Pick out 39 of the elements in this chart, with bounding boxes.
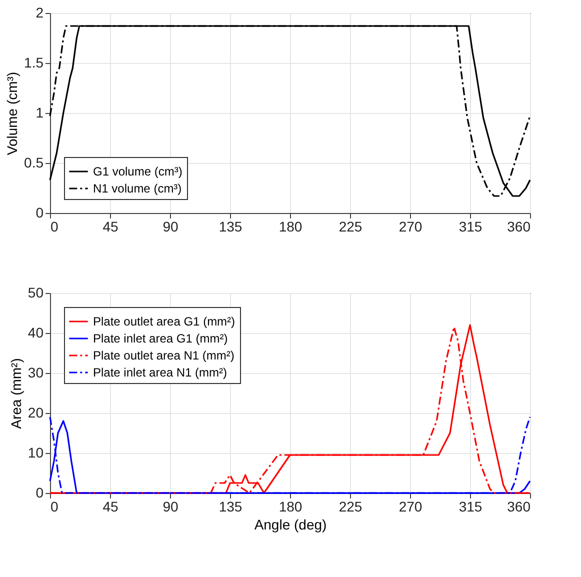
x-tick-label: 90 [162,218,178,234]
x-axis-title: Angle (deg) [254,516,327,532]
x-tick-label: 270 [398,218,422,234]
legend-label: N1 volume (cm³) [93,182,182,196]
legend-label: Plate inlet area N1 (mm²) [93,366,228,380]
y-axis-title: Volume (cm³) [4,72,20,156]
line-series [49,25,531,197]
x-tick-label: 315 [458,498,482,514]
x-tick-label: 360 [507,498,531,514]
legend-label: Plate inlet area G1 (mm²) [93,332,228,346]
y-tick-label: 2 [36,4,44,20]
x-tick-label: 135 [218,498,242,514]
x-tick-label: 135 [218,218,242,234]
y-tick-label: 0 [36,204,44,220]
x-tick-label: 315 [458,218,482,234]
x-tick-label: 180 [278,218,302,234]
x-tick-label: 0 [50,498,58,514]
x-tick-label: 90 [162,498,178,514]
x-tick-label: 180 [278,498,302,514]
y-tick-label: 20 [28,404,44,420]
x-tick-label: 360 [507,218,531,234]
y-tick-label: 40 [28,324,44,340]
y-tick-label: 0.5 [24,154,44,170]
y-tick-label: 50 [28,284,44,300]
legend-label: G1 volume (cm³) [93,164,182,178]
y-axis-title: Area (mm²) [8,358,24,429]
x-tick-label: 225 [338,218,362,234]
x-tick-label: 45 [102,498,118,514]
y-tick-label: 10 [28,444,44,460]
x-tick-label: 270 [398,498,422,514]
y-tick-label: 1.5 [24,54,44,70]
y-tick-label: 0 [36,484,44,500]
x-tick-label: 225 [338,498,362,514]
y-tick-label: 1 [36,104,44,120]
x-tick-label: 45 [102,218,118,234]
legend-label: Plate outlet area N1 (mm²) [93,348,234,362]
legend-label: Plate outlet area G1 (mm²) [93,314,236,328]
x-tick-label: 0 [50,218,58,234]
y-tick-label: 30 [28,364,44,380]
